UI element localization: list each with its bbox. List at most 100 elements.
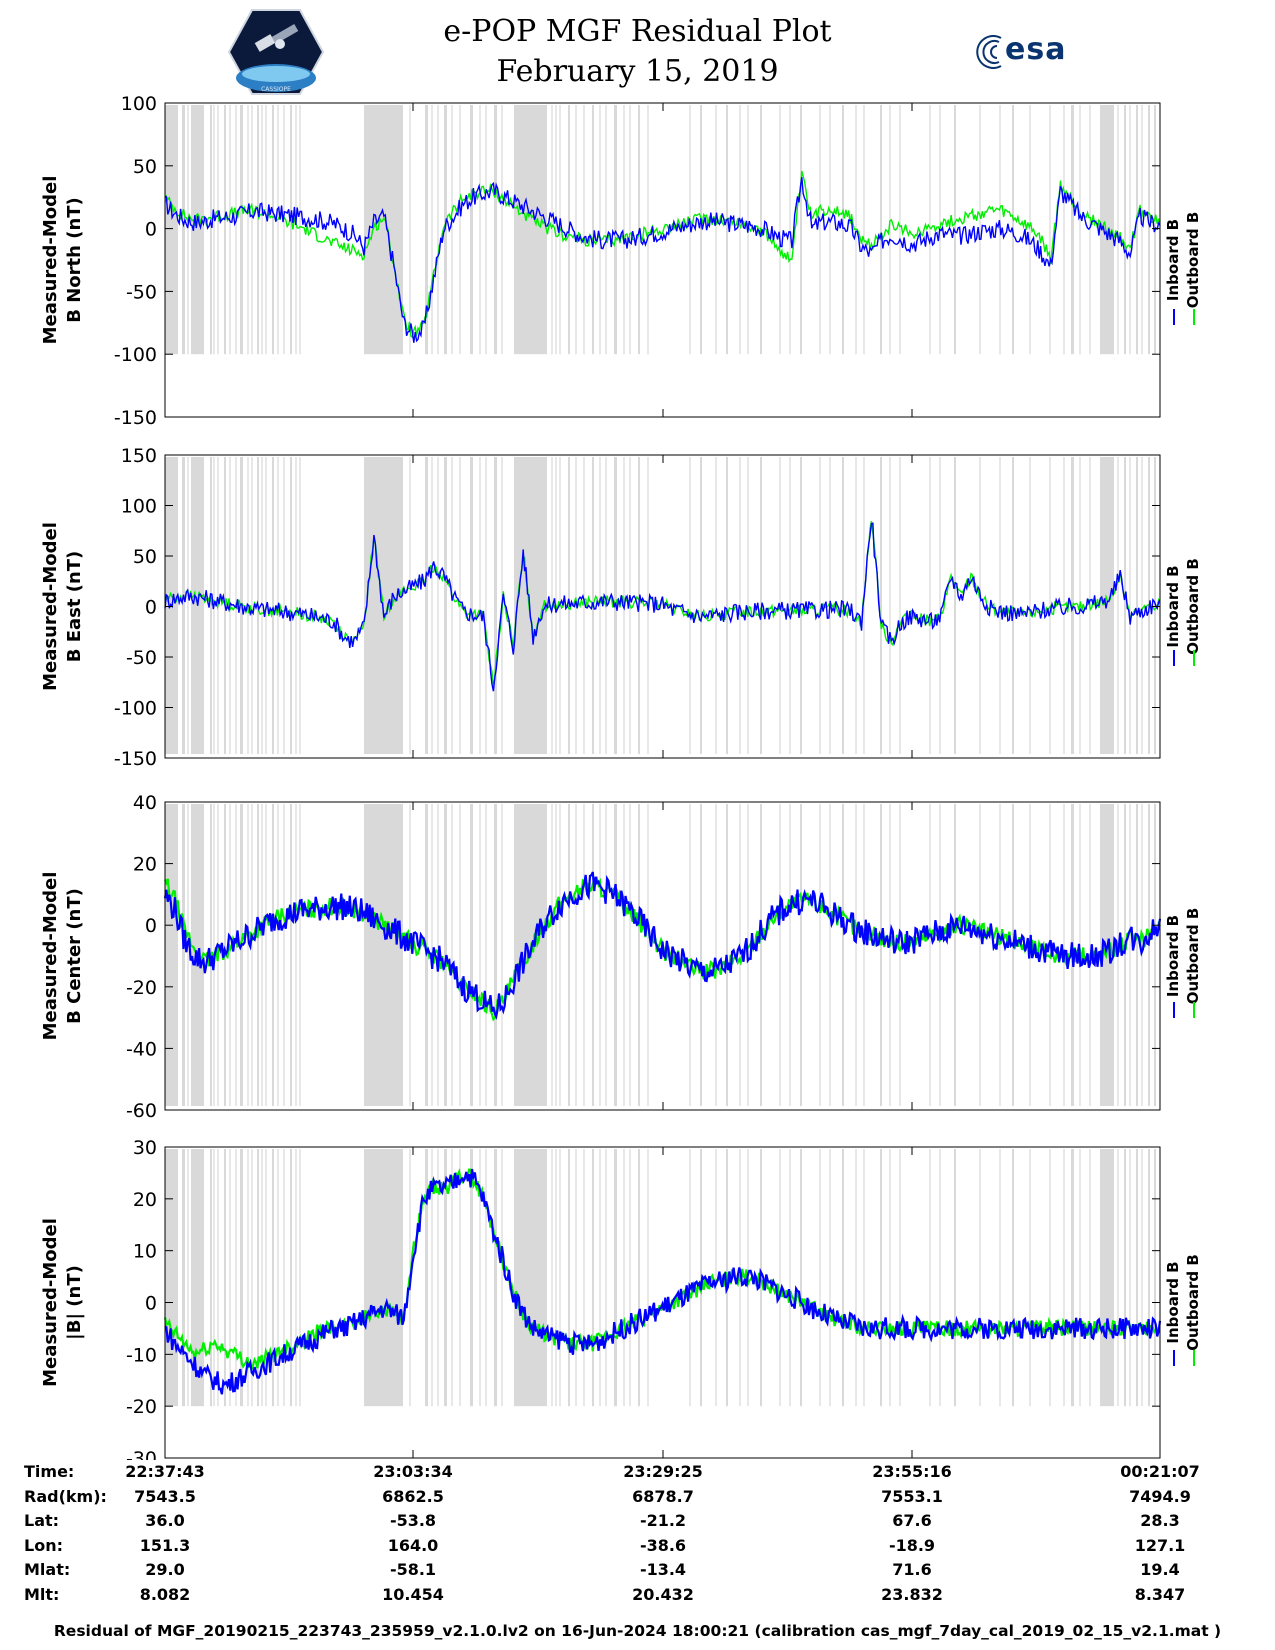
y-tick-label: 20 xyxy=(133,1189,157,1211)
gap-band xyxy=(514,457,547,754)
y-tick-label: 30 xyxy=(133,1137,157,1159)
gap-band xyxy=(470,804,473,1106)
gap-band xyxy=(210,457,212,754)
gap-band xyxy=(1136,105,1138,355)
gap-band xyxy=(1124,105,1126,355)
gap-band xyxy=(1124,804,1126,1106)
y-tick-label: 40 xyxy=(133,792,157,814)
gap-band xyxy=(638,1149,640,1407)
info-row-value: 19.4 xyxy=(1140,1560,1180,1580)
gap-band xyxy=(1012,457,1014,754)
series-inboard xyxy=(164,177,1161,343)
y-tick-label: -30 xyxy=(126,1448,157,1460)
gap-band xyxy=(1136,1149,1138,1407)
gap-band xyxy=(364,804,403,1106)
info-row-value: 164.0 xyxy=(387,1535,439,1555)
info-row: Rad(km): 7543.5 6862.5 6878.7 7553.1 7494.9 xyxy=(0,1487,1275,1511)
gap-band xyxy=(1148,1149,1150,1407)
info-row-value: -18.9 xyxy=(888,1535,936,1555)
info-row-value: 127.1 xyxy=(1134,1535,1186,1555)
legend-inboard-label: Inboard B xyxy=(1164,565,1182,647)
gap-band xyxy=(1100,1149,1114,1407)
info-row-value: -53.8 xyxy=(389,1511,437,1531)
gap-band xyxy=(240,804,243,1106)
info-row-value: 23.832 xyxy=(881,1585,943,1604)
gap-band xyxy=(800,1149,802,1407)
plot-title: e-POP MGF Residual Plot xyxy=(443,14,832,49)
info-row-value: 36.0 xyxy=(145,1511,185,1531)
gap-band xyxy=(1012,804,1014,1106)
legend-outboard-label: Outboard B xyxy=(1184,212,1202,309)
gap-band xyxy=(568,457,570,754)
gap-band xyxy=(1071,105,1074,355)
legend-labels: Inboard B Outboard B xyxy=(1164,908,1202,1005)
y-tick-label: -150 xyxy=(114,407,157,429)
gap-band xyxy=(1148,804,1150,1106)
gap-band xyxy=(1154,457,1156,754)
gap-band xyxy=(290,804,292,1106)
gap-band xyxy=(638,804,640,1106)
info-row-label: Time: xyxy=(24,1462,75,1481)
gap-band xyxy=(272,804,274,1106)
info-row: Time: 22:37:43 23:03:34 23:29:25 23:55:16 00:… xyxy=(0,1462,1275,1486)
legend-labels: Inboard B Outboard B xyxy=(1164,558,1202,655)
info-row-value: 7543.5 xyxy=(134,1486,196,1506)
gap-band xyxy=(1154,804,1156,1106)
info-row-value: 71.6 xyxy=(892,1560,932,1580)
gap-band xyxy=(514,1149,547,1407)
gap-band xyxy=(1100,105,1114,355)
gap-band xyxy=(494,105,497,355)
y-tick-label: -10 xyxy=(126,1344,157,1366)
info-row-value: -13.4 xyxy=(639,1560,687,1580)
gap-band xyxy=(592,105,594,355)
y-axis-label-line1: Measured-Model xyxy=(40,522,61,691)
legend-outboard-label: Outboard B xyxy=(1184,1254,1202,1351)
gap-band xyxy=(182,804,185,1106)
gap-band xyxy=(425,1149,428,1407)
gap-band xyxy=(470,457,473,754)
gap-band xyxy=(880,1149,882,1407)
gap-band xyxy=(954,457,956,754)
gap-band xyxy=(240,105,243,355)
gap-band xyxy=(224,1149,226,1407)
info-row: Lon: 151.3 164.0 -38.6 -18.9 127.1 xyxy=(0,1536,1275,1560)
gap-band xyxy=(1148,105,1150,355)
y-tick-label: -20 xyxy=(126,1396,157,1418)
info-row-value: 23:03:34 xyxy=(373,1462,453,1481)
legend-inboard-label: Inboard B xyxy=(1164,219,1182,301)
gap-band xyxy=(182,457,185,754)
y-tick-label: -20 xyxy=(126,977,157,999)
info-row-value: 23:29:25 xyxy=(623,1462,703,1481)
y-tick-label: -150 xyxy=(114,748,157,770)
gap-band xyxy=(614,804,617,1106)
y-axis-label-line1: Measured-Model xyxy=(40,176,61,345)
info-row-value: -21.2 xyxy=(639,1511,687,1531)
y-axis-label-line2: B East (nT) xyxy=(64,551,85,663)
info-row-value: 29.0 xyxy=(145,1560,185,1580)
gap-band xyxy=(444,457,447,754)
gap-band xyxy=(224,105,226,355)
gap-band xyxy=(880,457,882,754)
info-row-value: 7553.1 xyxy=(881,1486,943,1506)
y-tick-label: -40 xyxy=(126,1038,157,1060)
info-row: Mlat: 29.0 -58.1 -13.4 71.6 19.4 xyxy=(0,1560,1275,1584)
panel-3: 40 20 0 -20 -40 -60 Measured-Model B Center (nT… xyxy=(40,792,1202,1122)
gap-band xyxy=(842,804,844,1106)
gap-band xyxy=(760,457,762,754)
gap-band xyxy=(1124,457,1126,754)
series-outboard xyxy=(164,521,1161,686)
gap-band xyxy=(165,105,178,355)
gap-band xyxy=(272,457,274,754)
y-axis-label-line2: B Center (nT) xyxy=(64,888,85,1024)
gap-band xyxy=(614,1149,617,1407)
gap-band xyxy=(191,105,204,355)
info-row-value: 6878.7 xyxy=(632,1486,694,1506)
gap-band xyxy=(257,105,259,355)
y-axis-label-line1: Measured-Model xyxy=(40,1218,61,1387)
gap-band xyxy=(165,804,178,1106)
gap-band xyxy=(700,1149,702,1407)
gap-band xyxy=(800,804,802,1106)
esa-logo-text: esa xyxy=(1005,32,1067,67)
legend-labels: Inboard B Outboard B xyxy=(1164,212,1202,309)
info-row-label: Lon: xyxy=(24,1535,63,1555)
